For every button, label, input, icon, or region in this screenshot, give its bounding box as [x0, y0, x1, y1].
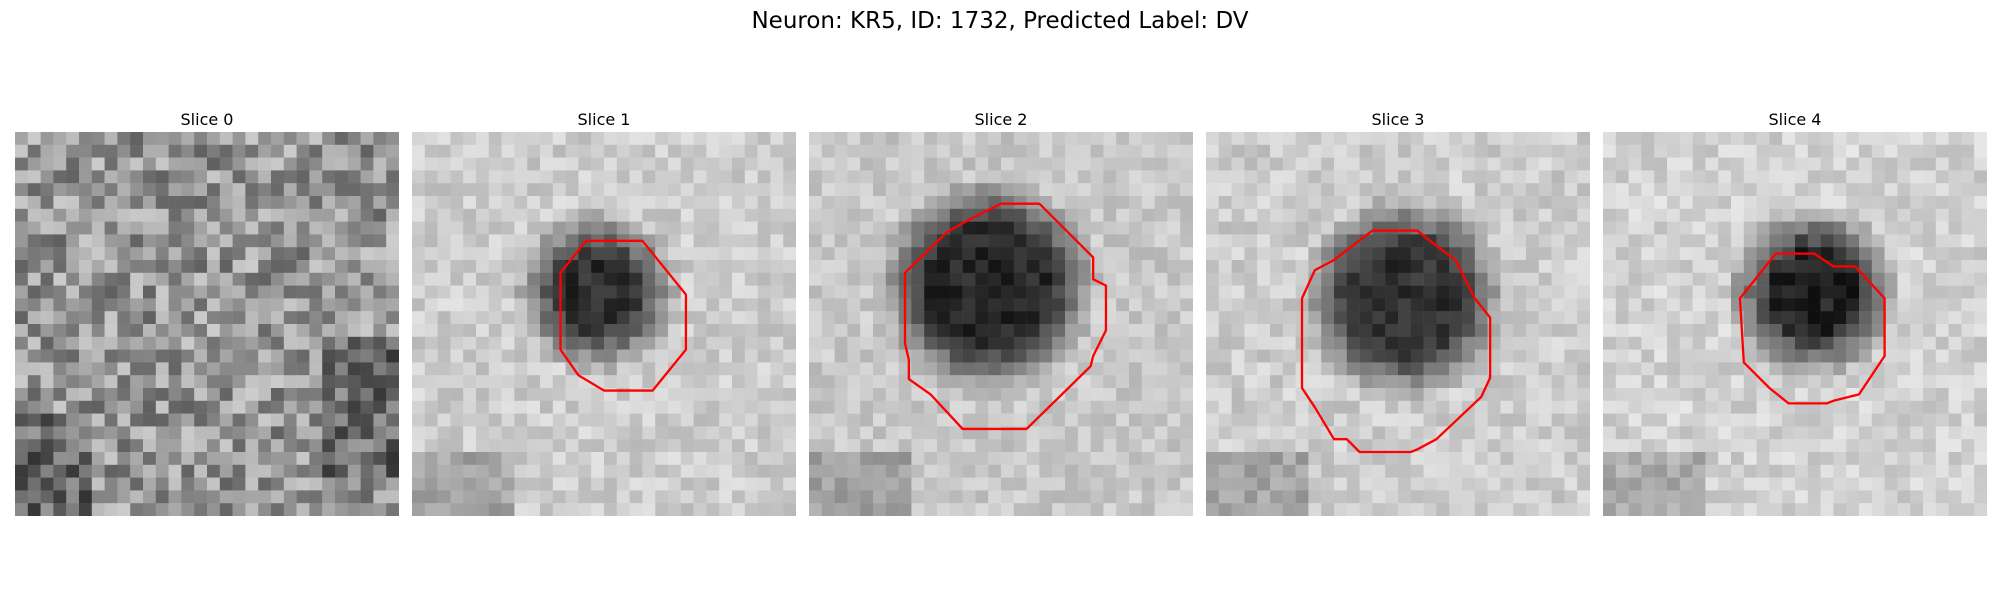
- slice-image: [1206, 132, 1590, 516]
- slice-panel-0: Slice 0: [15, 108, 399, 516]
- slice-title: Slice 3: [1371, 110, 1425, 129]
- roi-contour: [559, 239, 688, 392]
- slice-title: Slice 2: [974, 110, 1028, 129]
- slice-panel-1: Slice 1: [412, 108, 796, 516]
- slice-image: [15, 132, 399, 516]
- slice-title: Slice 1: [577, 110, 631, 129]
- slice-panel-4: Slice 4: [1603, 108, 1987, 516]
- slice-image: [1603, 132, 1987, 516]
- roi-contour: [1300, 229, 1492, 454]
- slice-title: Slice 4: [1768, 110, 1822, 129]
- slice-panel-2: Slice 2: [809, 108, 1193, 516]
- figure-title: Neuron: KR5, ID: 1732, Predicted Label: …: [751, 8, 1249, 34]
- slice-image: [809, 132, 1193, 516]
- slice-panel-3: Slice 3: [1206, 108, 1590, 516]
- slice-image: [412, 132, 796, 516]
- roi-contour: [1738, 252, 1886, 405]
- slice-title: Slice 0: [180, 110, 234, 129]
- roi-contour: [903, 202, 1108, 431]
